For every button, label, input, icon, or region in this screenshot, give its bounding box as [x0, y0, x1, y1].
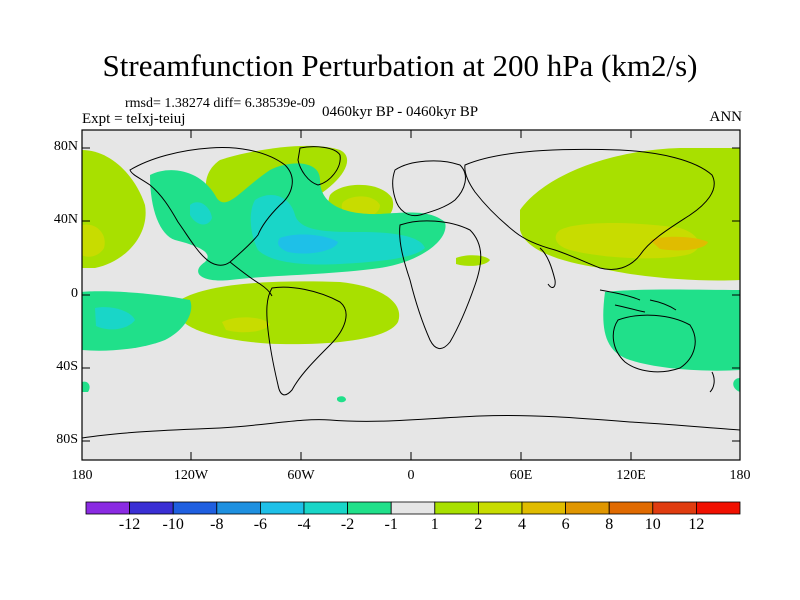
contour-pos-south-pacific [180, 281, 400, 345]
contour-pos2-west-pacific [82, 224, 105, 257]
contour-neg-tropical-pacific-west [82, 291, 192, 351]
colorbar-swatch [347, 501, 392, 515]
colorbar-swatch [477, 501, 523, 515]
colorbar-swatch [390, 501, 436, 515]
lon-label-120e: 120E [616, 468, 646, 483]
colorbar-swatch [696, 501, 741, 515]
period-label: 0460kyr BP - 0460kyr BP [322, 104, 479, 120]
colorbar-label: -12 [118, 516, 141, 533]
contour-neg2-tropical-pacific [95, 307, 135, 330]
colorbar-label: -10 [162, 516, 184, 533]
contour-field [82, 130, 740, 460]
coastlines [82, 146, 740, 439]
colorbar-label: -6 [253, 516, 268, 533]
colorbar-label: 8 [605, 516, 614, 533]
colorbar [85, 501, 741, 515]
lon-ticks [190, 130, 632, 460]
contour-pos-africa-strip [456, 255, 490, 266]
experiment-label: Expt = teIxj-teiuj [82, 111, 186, 127]
colorbar-label: -2 [340, 516, 355, 533]
colorbar-swatch [565, 501, 610, 515]
coast-india [539, 247, 556, 288]
coast-north-america [129, 147, 293, 266]
lon-label-120w: 120W [173, 468, 209, 483]
colorbar-label: 6 [561, 516, 570, 533]
contour-neg-south-edge-west [82, 381, 90, 392]
colorbar-swatch [216, 501, 261, 515]
contour-neg-south-atlantic-dot [337, 396, 346, 403]
coast-europe [392, 160, 466, 217]
lon-label-0: 0 [407, 468, 415, 483]
colorbar-label: 12 [688, 516, 705, 533]
lat-label-0: 0 [71, 286, 78, 301]
contour-pos4-asia [650, 236, 708, 251]
rmsd-diff-stats: rmsd= 1.38274 diff= 6.38539e-09 [125, 96, 316, 111]
contour-neg2-north-america [190, 202, 212, 225]
colorbar-label: 10 [644, 516, 661, 533]
colorbar-swatch [129, 501, 174, 515]
colorbar-swatch [85, 501, 130, 515]
colorbar-label: -1 [384, 516, 398, 533]
lat-label-80n: 80N [53, 139, 78, 154]
lon-label-60w: 60W [287, 468, 315, 483]
coast-asia [464, 148, 715, 270]
lat-ticks [82, 147, 740, 442]
coast-indonesia [599, 289, 677, 313]
coast-australia [612, 314, 696, 373]
contour-pos2-asia [555, 223, 699, 259]
coast-greenland [297, 146, 341, 186]
lat-label-40n: 40N [53, 212, 78, 227]
colorbar-label: 4 [518, 516, 526, 533]
colorbar-swatch [652, 501, 697, 515]
coast-south-america [266, 286, 347, 396]
lon-label-60e: 60E [509, 468, 533, 483]
season-label: ANN [709, 109, 743, 125]
colorbar-swatch [434, 501, 479, 515]
colorbar-swatch [521, 501, 566, 515]
lon-label-180-west: 180 [71, 468, 93, 483]
colorbar-label: 2 [474, 516, 483, 533]
lon-label-180-east: 180 [729, 468, 751, 483]
contour-neg-south-edge-east [733, 378, 740, 392]
plot-title: Streamfunction Perturbation at 200 hPa (… [102, 48, 698, 83]
colorbar-label: 1 [430, 516, 439, 533]
colorbar-swatch [172, 501, 218, 515]
colorbar-swatch [608, 501, 654, 515]
colorbar-swatch [303, 501, 348, 515]
colorbar-label: -4 [297, 516, 311, 533]
colorbar-label: -8 [210, 516, 224, 533]
lat-label-80s: 80S [56, 432, 78, 447]
contour-neg4-gulf [278, 234, 338, 254]
coast-antarctica [82, 414, 740, 439]
contour-neg-indian-west-pacific [603, 289, 740, 371]
colorbar-swatch [259, 501, 305, 515]
coast-africa [399, 220, 482, 349]
contour-pos2-south-pacific [222, 317, 270, 333]
lat-label-40s: 40S [56, 359, 78, 374]
coast-new-zealand [709, 371, 715, 393]
